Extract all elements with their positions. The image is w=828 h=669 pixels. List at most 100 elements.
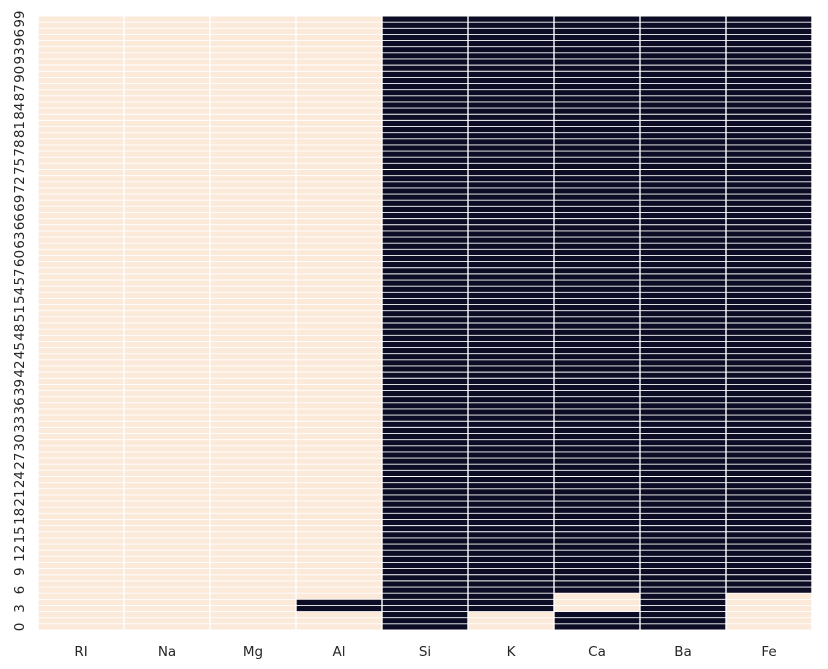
heatmap-cell-k-5 [468,593,554,600]
heatmap-cell-si-14 [382,537,468,545]
heatmap-cell-fe-55 [726,286,812,293]
heatmap-cell-k-18 [468,513,554,520]
heatmap-cell-ba-40 [640,378,726,385]
heatmap-cell-si-51 [382,310,468,317]
x-tick-label-ba: Ba [674,644,692,660]
heatmap-cell-fe-46 [726,341,812,348]
heatmap-cell-ca-6 [554,587,640,594]
y-tick-label-27: 27 [12,453,28,470]
heatmap-cell-si-47 [382,335,468,342]
heatmap-cell-k-38 [468,390,554,397]
y-tick-label-15: 15 [12,526,28,543]
heatmap-cell-ca-50 [554,316,640,323]
heatmap-cell-fe-52 [726,304,812,311]
heatmap-cell-fe-13 [726,544,812,551]
heatmap-cell-ca-10 [554,562,640,569]
heatmap-cell-ca-37 [554,396,640,403]
heatmap-cell-ba-17 [640,519,726,526]
heatmap-cell-ca-57 [554,273,640,281]
heatmap-cell-ba-82 [640,120,726,127]
heatmap-cell-si-77 [382,151,468,158]
heatmap-cell-ca-95 [554,40,640,47]
heatmap-cell-k-23 [468,482,554,489]
heatmap-cell-ba-39 [640,384,726,391]
heatmap-cell-si-2 [382,611,468,618]
heatmap-cell-ca-36 [554,402,640,409]
heatmap-cell-ca-40 [554,378,640,385]
heatmap-cell-fe-7 [726,580,812,588]
heatmap-cell-si-75 [382,163,468,170]
heatmap-cell-k-76 [468,157,554,164]
heatmap-cell-ba-13 [640,544,726,551]
heatmap-cell-fe-49 [726,323,812,330]
heatmap-cell-ba-57 [640,273,726,281]
heatmap-cell-fe-35 [726,408,812,416]
heatmap-cell-si-42 [382,365,468,373]
heatmap-cell-si-72 [382,181,468,188]
heatmap-cell-k-66 [468,218,554,225]
heatmap-cell-k-10 [468,562,554,569]
heatmap-cell-ca-96 [554,34,640,41]
heatmap-cell-si-76 [382,157,468,164]
heatmap-cell-ba-81 [640,126,726,133]
heatmap-cell-si-20 [382,501,468,508]
heatmap-cell-fe-28 [726,451,812,459]
heatmap-cell-si-19 [382,507,468,514]
y-tick-label-0: 0 [12,623,28,632]
heatmap-cell-ba-87 [640,89,726,96]
heatmap-cell-si-33 [382,421,468,428]
heatmap-cell-si-26 [382,464,468,471]
heatmap-cell-ca-93 [554,52,640,59]
y-tick-label-87: 87 [12,84,28,101]
heatmap-cell-fe-93 [726,52,812,59]
heatmap-cell-k-44 [468,353,554,360]
heatmap-cell-ba-47 [640,335,726,342]
heatmap-cell-ca-87 [554,89,640,96]
heatmap-cell-ba-33 [640,421,726,428]
y-tick-label-48: 48 [12,324,28,341]
heatmap-cell-si-36 [382,402,468,409]
heatmap-cell-k-8 [468,574,554,581]
heatmap-cell-k-83 [468,114,554,121]
heatmap-cell-ca-97 [554,28,640,35]
heatmap-cell-ca-30 [554,439,640,446]
heatmap-cell-si-81 [382,126,468,133]
heatmap-cell-ca-27 [554,458,640,465]
heatmap-cell-si-40 [382,378,468,385]
heatmap-cell-fe-69 [726,200,812,207]
heatmap-cell-ba-66 [640,218,726,225]
heatmap-cell-ca-80 [554,132,640,139]
heatmap-cell-k-80 [468,132,554,139]
heatmap-cell-ca-42 [554,365,640,373]
heatmap-cell-si-23 [382,482,468,489]
heatmap-cell-ca-17 [554,519,640,526]
heatmap-cell-ba-98 [640,22,726,29]
heatmap-cell-k-31 [468,433,554,440]
heatmap-cell-k-14 [468,537,554,545]
heatmap-cell-ba-48 [640,329,726,336]
heatmap-cell-k-84 [468,108,554,115]
heatmap-cell-si-13 [382,544,468,551]
heatmap-cell-ca-58 [554,267,640,274]
heatmap-cell-si-6 [382,587,468,594]
heatmap-cell-fe-56 [726,280,812,287]
heatmap-cell-si-98 [382,22,468,29]
heatmap-cell-ba-56 [640,280,726,287]
heatmap-cell-ca-31 [554,433,640,440]
heatmap-cell-ba-31 [640,433,726,440]
heatmap-cell-fe-12 [726,550,812,557]
heatmap-cell-ba-94 [640,46,726,53]
x-tick-label-si: Si [419,644,431,660]
heatmap-cell-ca-81 [554,126,640,133]
heatmap-cell-fe-29 [726,445,812,452]
heatmap-cell-ca-66 [554,218,640,225]
heatmap-cell-fe-58 [726,267,812,274]
heatmap-cell-si-91 [382,65,468,72]
heatmap-cell-k-88 [468,83,554,90]
heatmap-cell-ca-59 [554,261,640,268]
heatmap-cell-si-85 [382,101,468,109]
heatmap-cell-ca-70 [554,194,640,201]
heatmap-cell-ba-62 [640,243,726,250]
heatmap-cell-fe-25 [726,470,812,477]
heatmap-cell-ca-67 [554,212,640,219]
